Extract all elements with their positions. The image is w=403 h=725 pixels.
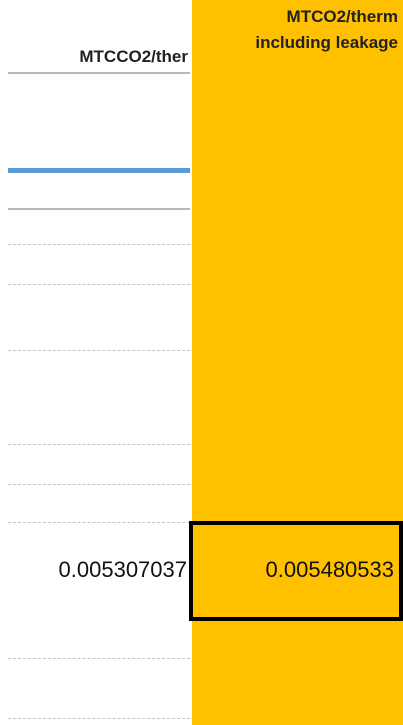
row-border: [8, 522, 190, 523]
highlighted-column: [192, 0, 403, 725]
row-border: [8, 718, 190, 719]
column-header: including leakage: [255, 33, 398, 52]
column-header: MTCCO2/ther: [79, 47, 188, 66]
cell-value: 0.005307037: [58, 557, 187, 582]
row-border: [8, 168, 190, 173]
selected-cell[interactable]: [189, 521, 403, 621]
column-header: MTCO2/therm: [286, 7, 398, 26]
cell-value: 0.005480533: [265, 557, 394, 582]
row-border: [8, 284, 190, 285]
row-border: [8, 484, 190, 485]
row-border: [8, 208, 190, 210]
row-border: [8, 444, 190, 445]
row-border: [8, 658, 190, 659]
row-border: [8, 244, 190, 245]
row-border: [8, 72, 190, 74]
row-border: [8, 350, 190, 351]
